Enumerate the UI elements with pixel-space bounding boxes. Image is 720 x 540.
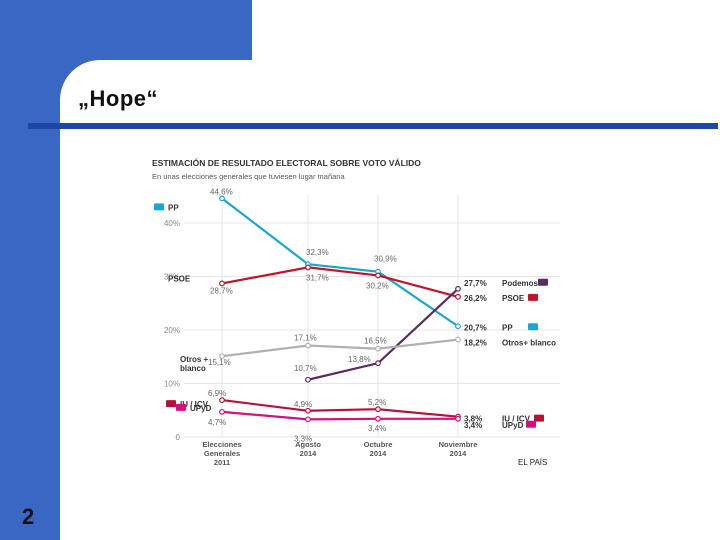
data-label: 3,4%	[368, 424, 386, 433]
party-badge	[528, 293, 538, 301]
slide-number: 2	[22, 504, 35, 529]
y-tick-label: 20%	[164, 326, 180, 335]
data-label: 31,7%	[306, 273, 329, 282]
series-end-label: Podemos	[502, 279, 539, 288]
data-point	[305, 342, 311, 349]
party-badge	[176, 403, 186, 411]
data-label: 3,4%	[464, 421, 482, 430]
series-start-label: PSOE	[168, 274, 191, 283]
series-end-label: PSOE	[502, 294, 525, 303]
data-label: 17,1%	[294, 334, 317, 343]
left-accent-bar	[0, 0, 60, 540]
data-label: 20,7%	[464, 323, 487, 332]
party-badge	[534, 414, 544, 422]
data-point	[455, 285, 461, 292]
series-end-label: IU / ICV	[502, 415, 531, 424]
data-label: 44,6%	[210, 187, 233, 196]
series-end-label: PP	[502, 323, 513, 332]
data-label: 5,2%	[368, 398, 386, 407]
series-line-psoe	[221, 266, 459, 298]
data-label: 13,8%	[348, 355, 371, 364]
x-tick-label: Elecciones Generales 2011	[202, 440, 241, 467]
party-badge	[538, 278, 548, 286]
data-label: 18,2%	[464, 339, 487, 348]
data-point	[455, 323, 461, 330]
data-point	[305, 376, 311, 383]
data-point	[305, 416, 311, 423]
election-line-chart: ESTIMACIÓN DE RESULTADO ELECTORAL SOBRE …	[152, 157, 560, 467]
data-point	[455, 293, 461, 300]
data-point	[219, 353, 225, 360]
data-label: 28,7%	[210, 286, 233, 295]
series-line-iu-icv	[221, 398, 459, 418]
data-label: 26,2%	[464, 294, 487, 303]
series-end-label: UPyD	[502, 421, 524, 430]
series-end-label: Otros+ blanco	[502, 339, 556, 348]
party-badge	[154, 203, 164, 211]
top-accent-block	[60, 0, 252, 60]
series-start-label: PP	[168, 203, 179, 212]
party-badge	[528, 323, 538, 331]
data-point	[219, 408, 225, 415]
data-point	[375, 415, 381, 422]
series-start-label: IU / ICV	[180, 400, 209, 409]
party-badge	[526, 420, 536, 428]
chart-title: ESTIMACIÓN DE RESULTADO ELECTORAL SOBRE …	[152, 157, 421, 168]
series-line-otros-blanco	[221, 338, 459, 358]
series-line-podemos	[307, 287, 459, 381]
data-label: 16,5%	[364, 337, 387, 346]
y-tick-label: 10%	[164, 380, 180, 389]
data-label: 10,7%	[294, 364, 317, 373]
data-point	[375, 406, 381, 413]
data-point	[305, 407, 311, 414]
series-line-pp	[221, 197, 459, 328]
y-tick-label: 40%	[164, 219, 180, 228]
x-tick-label: Octubre 2014	[364, 440, 393, 458]
series-start-label: UPyD	[190, 404, 212, 413]
series-start-label: blanco	[180, 364, 206, 373]
series-line-upyd	[221, 410, 458, 421]
data-label: 6,9%	[208, 389, 226, 398]
y-tick-label: 30%	[164, 273, 180, 282]
source-label: EL PAÍS	[518, 458, 547, 467]
chart-subtitle: En unas elecciones generales que tuviese…	[152, 172, 345, 181]
data-point	[375, 345, 381, 352]
data-label: 30,2%	[366, 281, 389, 290]
data-point	[375, 360, 381, 367]
title-underline	[28, 123, 718, 129]
x-tick-label: Agosto 2014	[295, 440, 321, 458]
y-tick-label: 0	[176, 433, 181, 442]
data-label: 3,8%	[464, 415, 482, 424]
data-label: 3,3%	[294, 434, 312, 443]
data-label: 30,9%	[374, 255, 397, 264]
data-label: 4,9%	[294, 400, 312, 409]
data-label: 4,7%	[208, 418, 226, 427]
data-label: 27,7%	[464, 279, 487, 288]
data-label: 15,1%	[208, 358, 231, 367]
data-point	[219, 397, 225, 403]
x-tick-label: Noviembre 2014	[439, 440, 478, 458]
data-point	[455, 415, 461, 422]
series-start-label: Otros +	[180, 355, 209, 364]
data-point	[455, 336, 461, 343]
party-badge	[166, 400, 176, 408]
data-point	[219, 195, 225, 202]
slide-title: „Hope“	[78, 86, 158, 111]
data-label: 32,3%	[306, 248, 329, 257]
data-point	[375, 272, 381, 279]
data-point	[305, 264, 311, 271]
data-point	[219, 280, 225, 287]
